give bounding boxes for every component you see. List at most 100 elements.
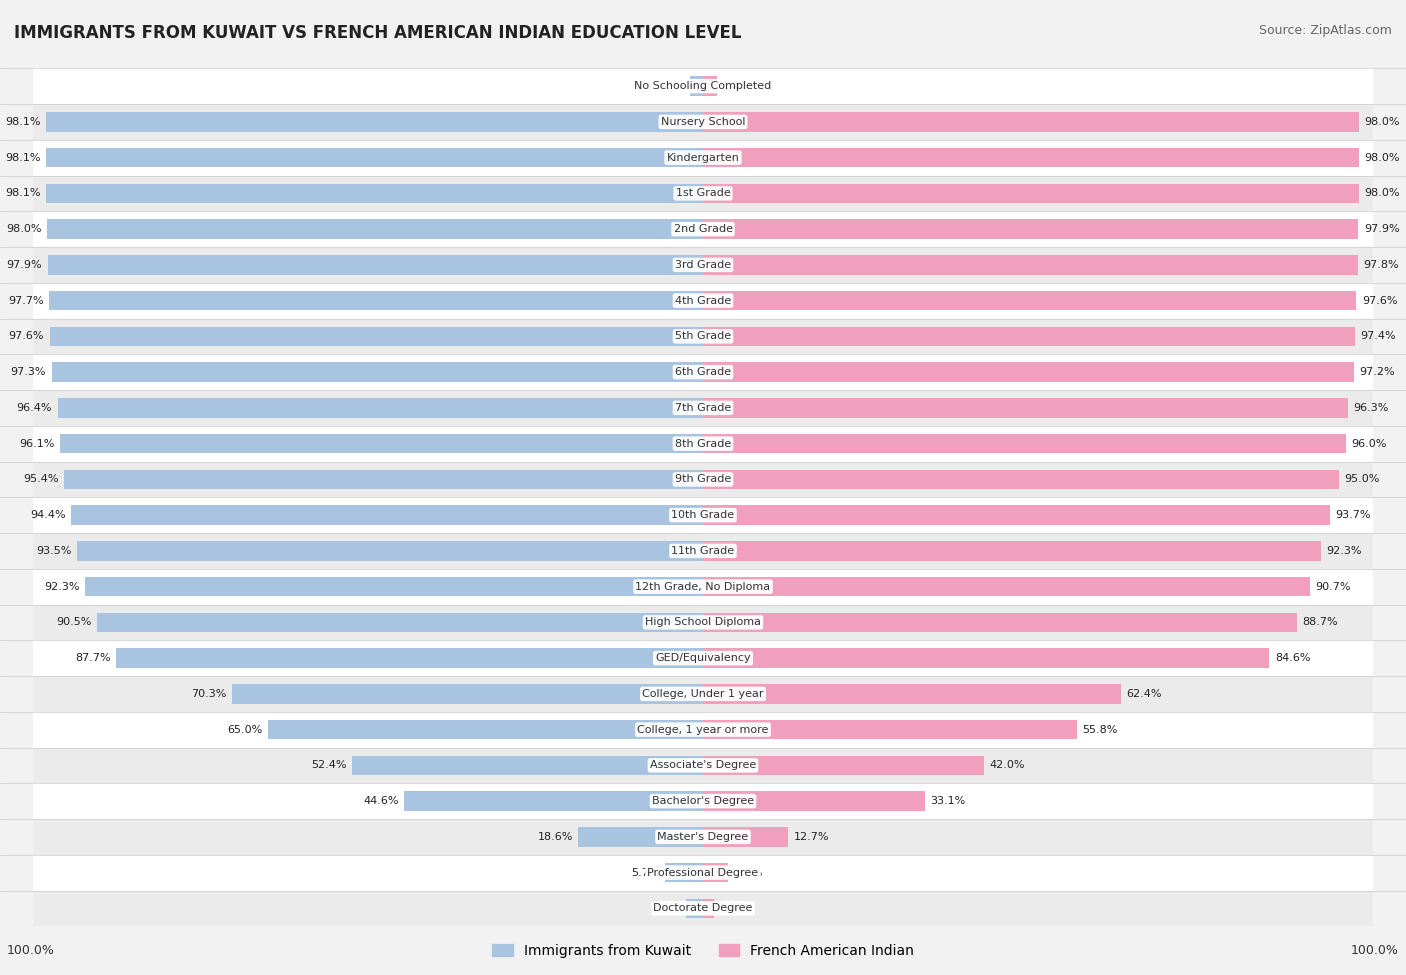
Bar: [703, 648, 1270, 668]
Bar: [34, 819, 1372, 855]
Text: 4th Grade: 4th Grade: [675, 295, 731, 305]
Text: 5th Grade: 5th Grade: [675, 332, 731, 341]
Bar: [46, 112, 703, 132]
Text: College, 1 year or more: College, 1 year or more: [637, 724, 769, 734]
Text: 12.7%: 12.7%: [793, 832, 830, 841]
Text: 1.9%: 1.9%: [657, 81, 685, 91]
Text: 9th Grade: 9th Grade: [675, 475, 731, 485]
Bar: [34, 354, 1372, 390]
Text: 97.2%: 97.2%: [1360, 368, 1395, 377]
Text: 52.4%: 52.4%: [311, 760, 347, 770]
Bar: [267, 720, 703, 739]
Text: 97.9%: 97.9%: [7, 260, 42, 270]
Text: Kindergarten: Kindergarten: [666, 153, 740, 163]
Text: 96.0%: 96.0%: [1351, 439, 1386, 448]
Bar: [34, 104, 1372, 139]
Text: Nursery School: Nursery School: [661, 117, 745, 127]
Text: 1st Grade: 1st Grade: [676, 188, 730, 198]
Text: 11th Grade: 11th Grade: [672, 546, 734, 556]
Bar: [665, 863, 703, 882]
Text: 98.0%: 98.0%: [1364, 117, 1400, 127]
Bar: [34, 890, 1372, 926]
Text: GED/Equivalency: GED/Equivalency: [655, 653, 751, 663]
Text: 97.9%: 97.9%: [1364, 224, 1399, 234]
Legend: Immigrants from Kuwait, French American Indian: Immigrants from Kuwait, French American …: [486, 938, 920, 963]
Text: 98.0%: 98.0%: [1364, 188, 1400, 198]
Text: Associate's Degree: Associate's Degree: [650, 760, 756, 770]
Bar: [59, 434, 703, 453]
Bar: [34, 641, 1372, 676]
Bar: [34, 461, 1372, 497]
Bar: [48, 255, 703, 275]
Bar: [58, 398, 703, 417]
Bar: [49, 327, 703, 346]
Bar: [703, 398, 1348, 417]
Bar: [405, 792, 703, 811]
Bar: [34, 68, 1372, 104]
Text: 100.0%: 100.0%: [7, 944, 55, 957]
Text: 87.7%: 87.7%: [75, 653, 111, 663]
Text: 92.3%: 92.3%: [44, 582, 80, 592]
Text: 3rd Grade: 3rd Grade: [675, 260, 731, 270]
Text: Doctorate Degree: Doctorate Degree: [654, 904, 752, 914]
Text: 5.7%: 5.7%: [631, 868, 659, 878]
Text: 18.6%: 18.6%: [537, 832, 574, 841]
Text: College, Under 1 year: College, Under 1 year: [643, 689, 763, 699]
Text: 12th Grade, No Diploma: 12th Grade, No Diploma: [636, 582, 770, 592]
Text: 93.5%: 93.5%: [37, 546, 72, 556]
Text: 7th Grade: 7th Grade: [675, 403, 731, 412]
Text: 90.5%: 90.5%: [56, 617, 91, 627]
Text: 65.0%: 65.0%: [228, 724, 263, 734]
Bar: [703, 612, 1296, 632]
Bar: [34, 712, 1372, 748]
Text: 98.0%: 98.0%: [1364, 153, 1400, 163]
Bar: [70, 505, 703, 525]
Bar: [49, 291, 703, 310]
Text: 97.6%: 97.6%: [1362, 295, 1398, 305]
Text: 2.6%: 2.6%: [652, 904, 681, 914]
Bar: [77, 541, 703, 561]
Bar: [34, 497, 1372, 533]
Text: 6th Grade: 6th Grade: [675, 368, 731, 377]
Bar: [703, 541, 1322, 561]
Bar: [115, 648, 703, 668]
Text: 10th Grade: 10th Grade: [672, 510, 734, 520]
Bar: [52, 363, 703, 382]
Text: 62.4%: 62.4%: [1126, 689, 1161, 699]
Bar: [46, 183, 703, 203]
Bar: [703, 684, 1121, 704]
Bar: [46, 219, 703, 239]
Bar: [34, 176, 1372, 212]
Bar: [34, 212, 1372, 247]
Bar: [686, 899, 703, 918]
Text: 95.4%: 95.4%: [24, 475, 59, 485]
Text: 90.7%: 90.7%: [1316, 582, 1351, 592]
Text: 2nd Grade: 2nd Grade: [673, 224, 733, 234]
Bar: [703, 76, 717, 96]
Text: 98.1%: 98.1%: [6, 188, 41, 198]
Bar: [34, 139, 1372, 176]
Bar: [703, 291, 1357, 310]
Bar: [703, 899, 714, 918]
Bar: [34, 319, 1372, 354]
Text: 97.7%: 97.7%: [8, 295, 44, 305]
Bar: [703, 327, 1355, 346]
Bar: [34, 748, 1372, 783]
Text: 97.6%: 97.6%: [8, 332, 44, 341]
Text: 93.7%: 93.7%: [1336, 510, 1371, 520]
Bar: [97, 612, 703, 632]
Text: 98.1%: 98.1%: [6, 117, 41, 127]
Text: 42.0%: 42.0%: [990, 760, 1025, 770]
Text: 98.1%: 98.1%: [6, 153, 41, 163]
Text: Master's Degree: Master's Degree: [658, 832, 748, 841]
Text: Bachelor's Degree: Bachelor's Degree: [652, 797, 754, 806]
Bar: [34, 855, 1372, 890]
Bar: [703, 183, 1360, 203]
Text: 33.1%: 33.1%: [929, 797, 965, 806]
Bar: [34, 676, 1372, 712]
Text: No Schooling Completed: No Schooling Completed: [634, 81, 772, 91]
Text: 88.7%: 88.7%: [1302, 617, 1339, 627]
Bar: [703, 112, 1360, 132]
Bar: [46, 148, 703, 168]
Bar: [703, 219, 1358, 239]
